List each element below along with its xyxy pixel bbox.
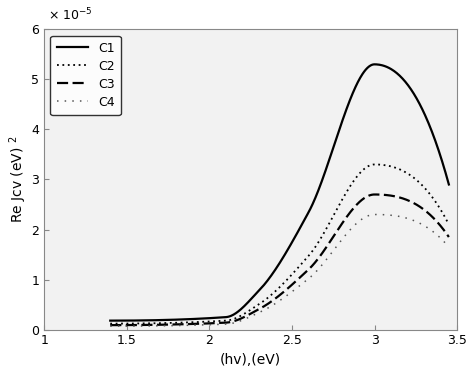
Y-axis label: Re Jcv (eV) $^2$: Re Jcv (eV) $^2$ [7, 136, 28, 223]
X-axis label: (hv),(eV): (hv),(eV) [220, 353, 281, 367]
Legend: C1, C2, C3, C4: C1, C2, C3, C4 [50, 36, 121, 115]
Text: $\times\ 10^{-5}$: $\times\ 10^{-5}$ [48, 7, 93, 23]
